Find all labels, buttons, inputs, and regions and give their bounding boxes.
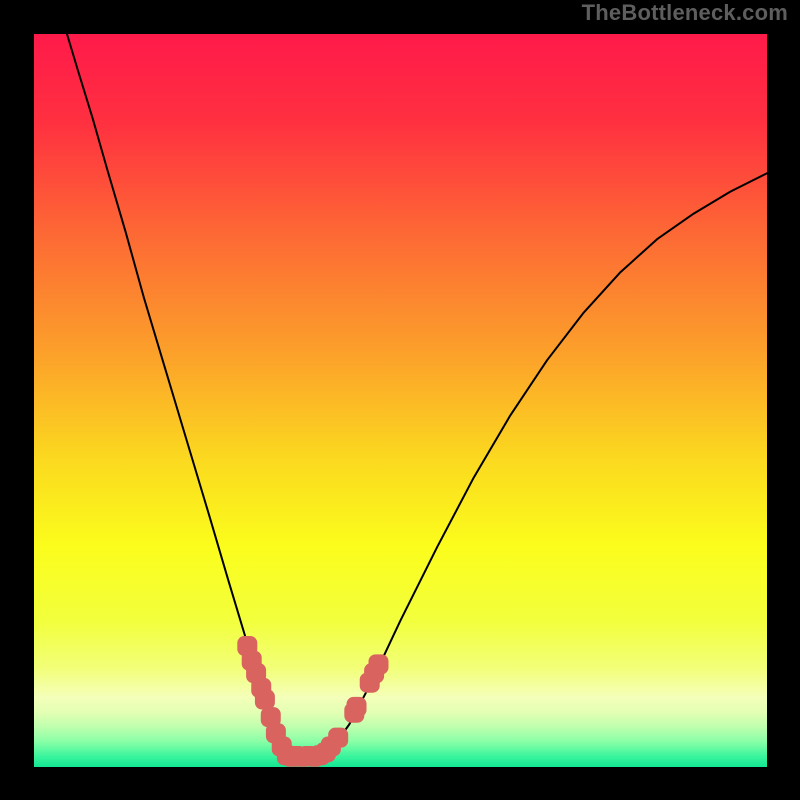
marker <box>255 690 275 710</box>
marker <box>347 697 367 717</box>
marker <box>369 654 389 674</box>
chart-svg <box>34 34 767 767</box>
figure-canvas: TheBottleneck.com <box>0 0 800 800</box>
marker <box>328 728 348 748</box>
watermark-text: TheBottleneck.com <box>582 0 788 26</box>
gradient-background <box>34 34 767 767</box>
plot-area <box>34 34 767 767</box>
